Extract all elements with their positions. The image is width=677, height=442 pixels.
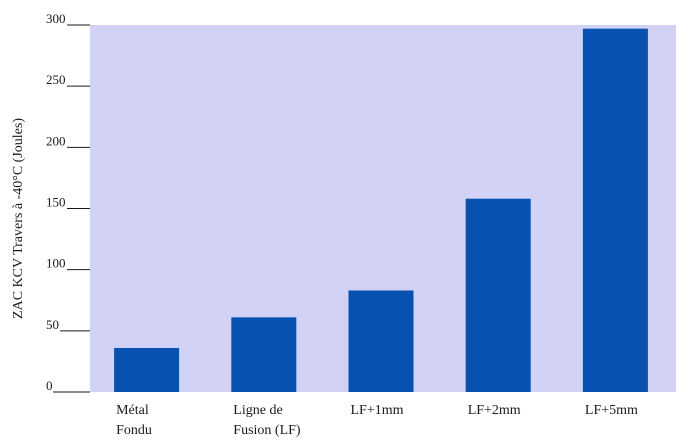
bar — [348, 290, 414, 392]
x-category-label: LF+1mm — [351, 403, 404, 418]
bar — [231, 317, 297, 392]
x-category-label: Fondu — [116, 423, 152, 438]
bar-series — [114, 28, 648, 392]
y-tick-label: 300 — [46, 11, 66, 26]
bar — [582, 28, 648, 392]
bar — [114, 347, 180, 392]
y-tick-label: 100 — [46, 256, 66, 271]
x-axis-labels: Métal Fondu Ligne de Fusion (LF) LF+1mm LF+2m… — [116, 403, 638, 438]
y-tick-label: 200 — [46, 133, 66, 148]
x-category-label: LF+2mm — [468, 403, 521, 418]
x-category-label: LF+5mm — [585, 403, 638, 418]
y-tick-label: 0 — [46, 378, 53, 393]
y-tick-label: 150 — [46, 195, 66, 210]
bar — [465, 198, 531, 392]
x-category-label: Ligne de — [233, 403, 282, 418]
x-category-label: Fusion (LF) — [233, 423, 301, 438]
x-category-label: Métal — [116, 403, 149, 418]
y-tick-label: 250 — [46, 72, 66, 87]
y-tick-label: 50 — [46, 317, 59, 332]
y-axis-title: ZAC KCV Travers à -40°C (Joules) — [11, 118, 26, 319]
y-axis-ticks: 0 50 100 150 200 250 300 — [46, 11, 90, 393]
